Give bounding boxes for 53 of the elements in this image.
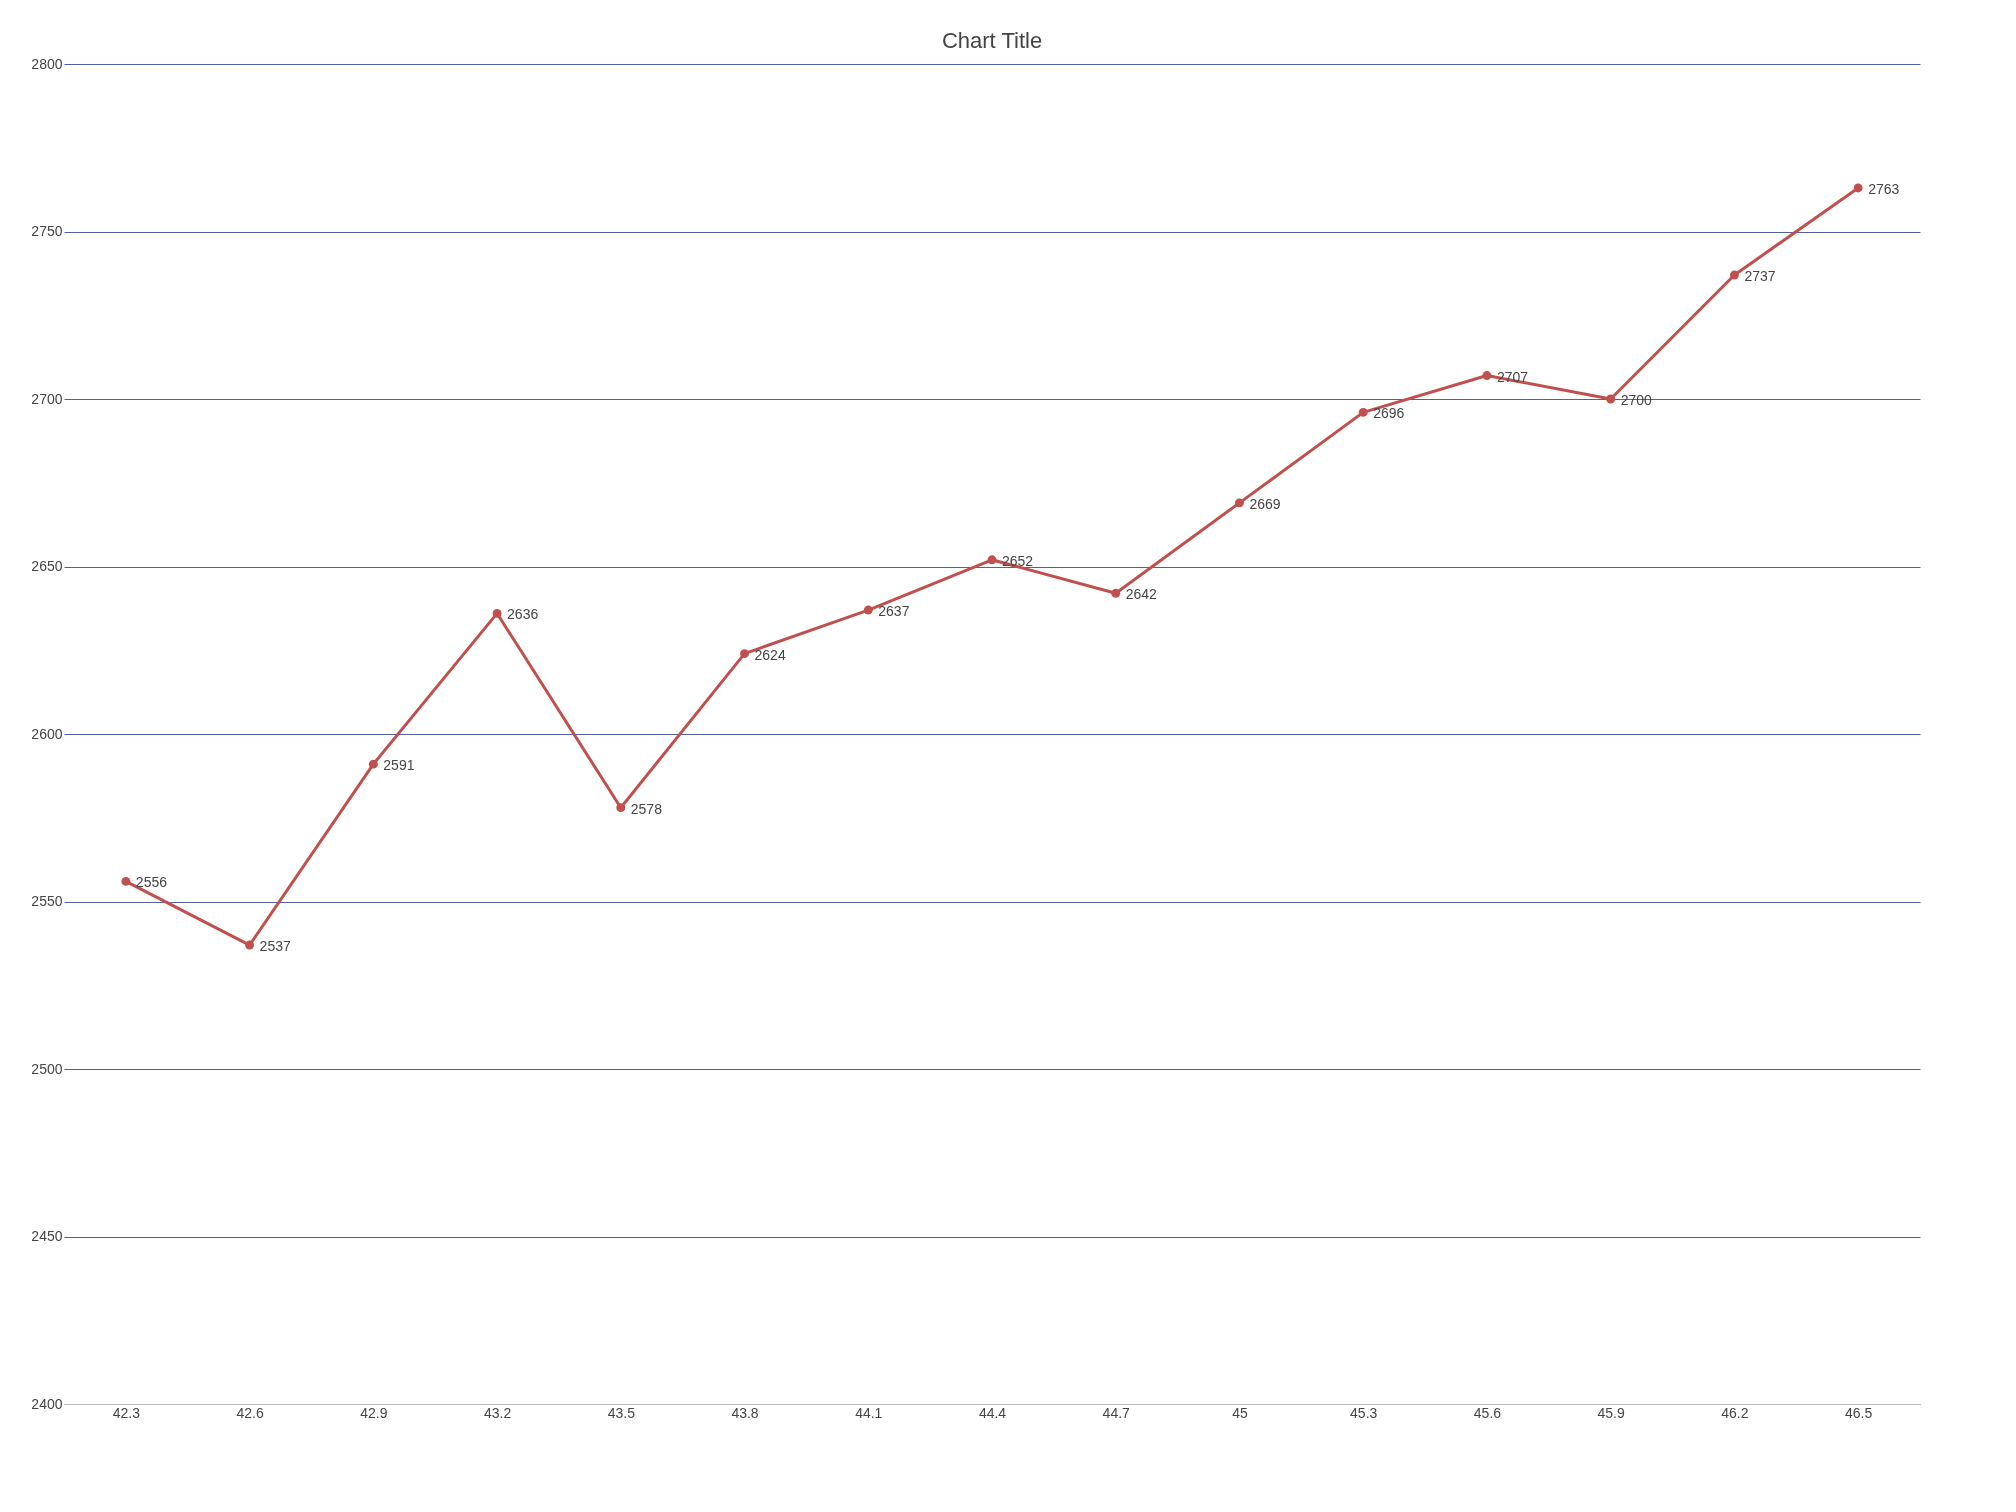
x-tick-label: 45.9 bbox=[1597, 1404, 1625, 1421]
point bbox=[1358, 407, 1368, 417]
data-label: 2578 bbox=[630, 800, 663, 817]
data-label: 2624 bbox=[754, 646, 786, 663]
x-tick-label: 42.9 bbox=[360, 1404, 388, 1421]
point bbox=[245, 940, 255, 950]
point bbox=[492, 608, 502, 618]
data-label: 2669 bbox=[1249, 495, 1281, 512]
data-label: 2642 bbox=[1125, 586, 1158, 603]
point bbox=[1606, 394, 1616, 404]
y-tick-label: 2500 bbox=[31, 1060, 63, 1077]
data-label: 2696 bbox=[1373, 405, 1405, 422]
x-tick-label: 42.6 bbox=[236, 1404, 264, 1421]
data-label: 2636 bbox=[507, 606, 539, 623]
x-tick-label: 44.1 bbox=[855, 1404, 883, 1421]
point bbox=[121, 876, 131, 886]
y-tick-label: 2400 bbox=[31, 1395, 63, 1412]
x-tick-label: 43.2 bbox=[483, 1404, 512, 1421]
y-tick-label: 2800 bbox=[31, 55, 63, 72]
x-tick-label: 45.3 bbox=[1350, 1404, 1378, 1421]
chart-title: Chart Title bbox=[941, 28, 1043, 53]
x-tick-label: 46.2 bbox=[1721, 1404, 1749, 1421]
x-tick-label: 43.5 bbox=[607, 1404, 636, 1421]
x-tick-label: 45.6 bbox=[1473, 1404, 1502, 1421]
data-label: 2556 bbox=[135, 874, 168, 891]
point bbox=[740, 649, 750, 659]
x-tick-label: 45 bbox=[1232, 1404, 1248, 1421]
point bbox=[368, 759, 378, 769]
data-label: 2637 bbox=[878, 603, 910, 620]
data-label: 2652 bbox=[1002, 552, 1034, 569]
y-tick-label: 2750 bbox=[31, 223, 63, 239]
data-label: 2591 bbox=[383, 757, 415, 774]
x-tick-label: 44.4 bbox=[978, 1404, 1007, 1421]
point bbox=[1482, 371, 1492, 381]
x-tick-label: 43.8 bbox=[731, 1404, 759, 1421]
point bbox=[863, 605, 873, 615]
point bbox=[1853, 183, 1863, 193]
data-label: 2763 bbox=[1868, 180, 1900, 197]
point bbox=[1729, 270, 1739, 280]
x-tick-label: 44.7 bbox=[1102, 1404, 1131, 1421]
y-tick-label: 2650 bbox=[31, 558, 63, 574]
point bbox=[987, 555, 997, 565]
point bbox=[1111, 588, 1121, 598]
point bbox=[1234, 498, 1244, 508]
data-label: 2537 bbox=[259, 938, 291, 955]
data-label: 2737 bbox=[1744, 268, 1776, 285]
y-tick-label: 2450 bbox=[31, 1228, 63, 1244]
x-tick-label: 46.5 bbox=[1845, 1404, 1873, 1421]
point bbox=[616, 803, 626, 813]
y-tick-label: 2700 bbox=[31, 390, 63, 407]
x-tick-label: 42.3 bbox=[112, 1404, 141, 1421]
y-tick-label: 2550 bbox=[31, 893, 63, 909]
y-tick-label: 2600 bbox=[31, 725, 63, 742]
